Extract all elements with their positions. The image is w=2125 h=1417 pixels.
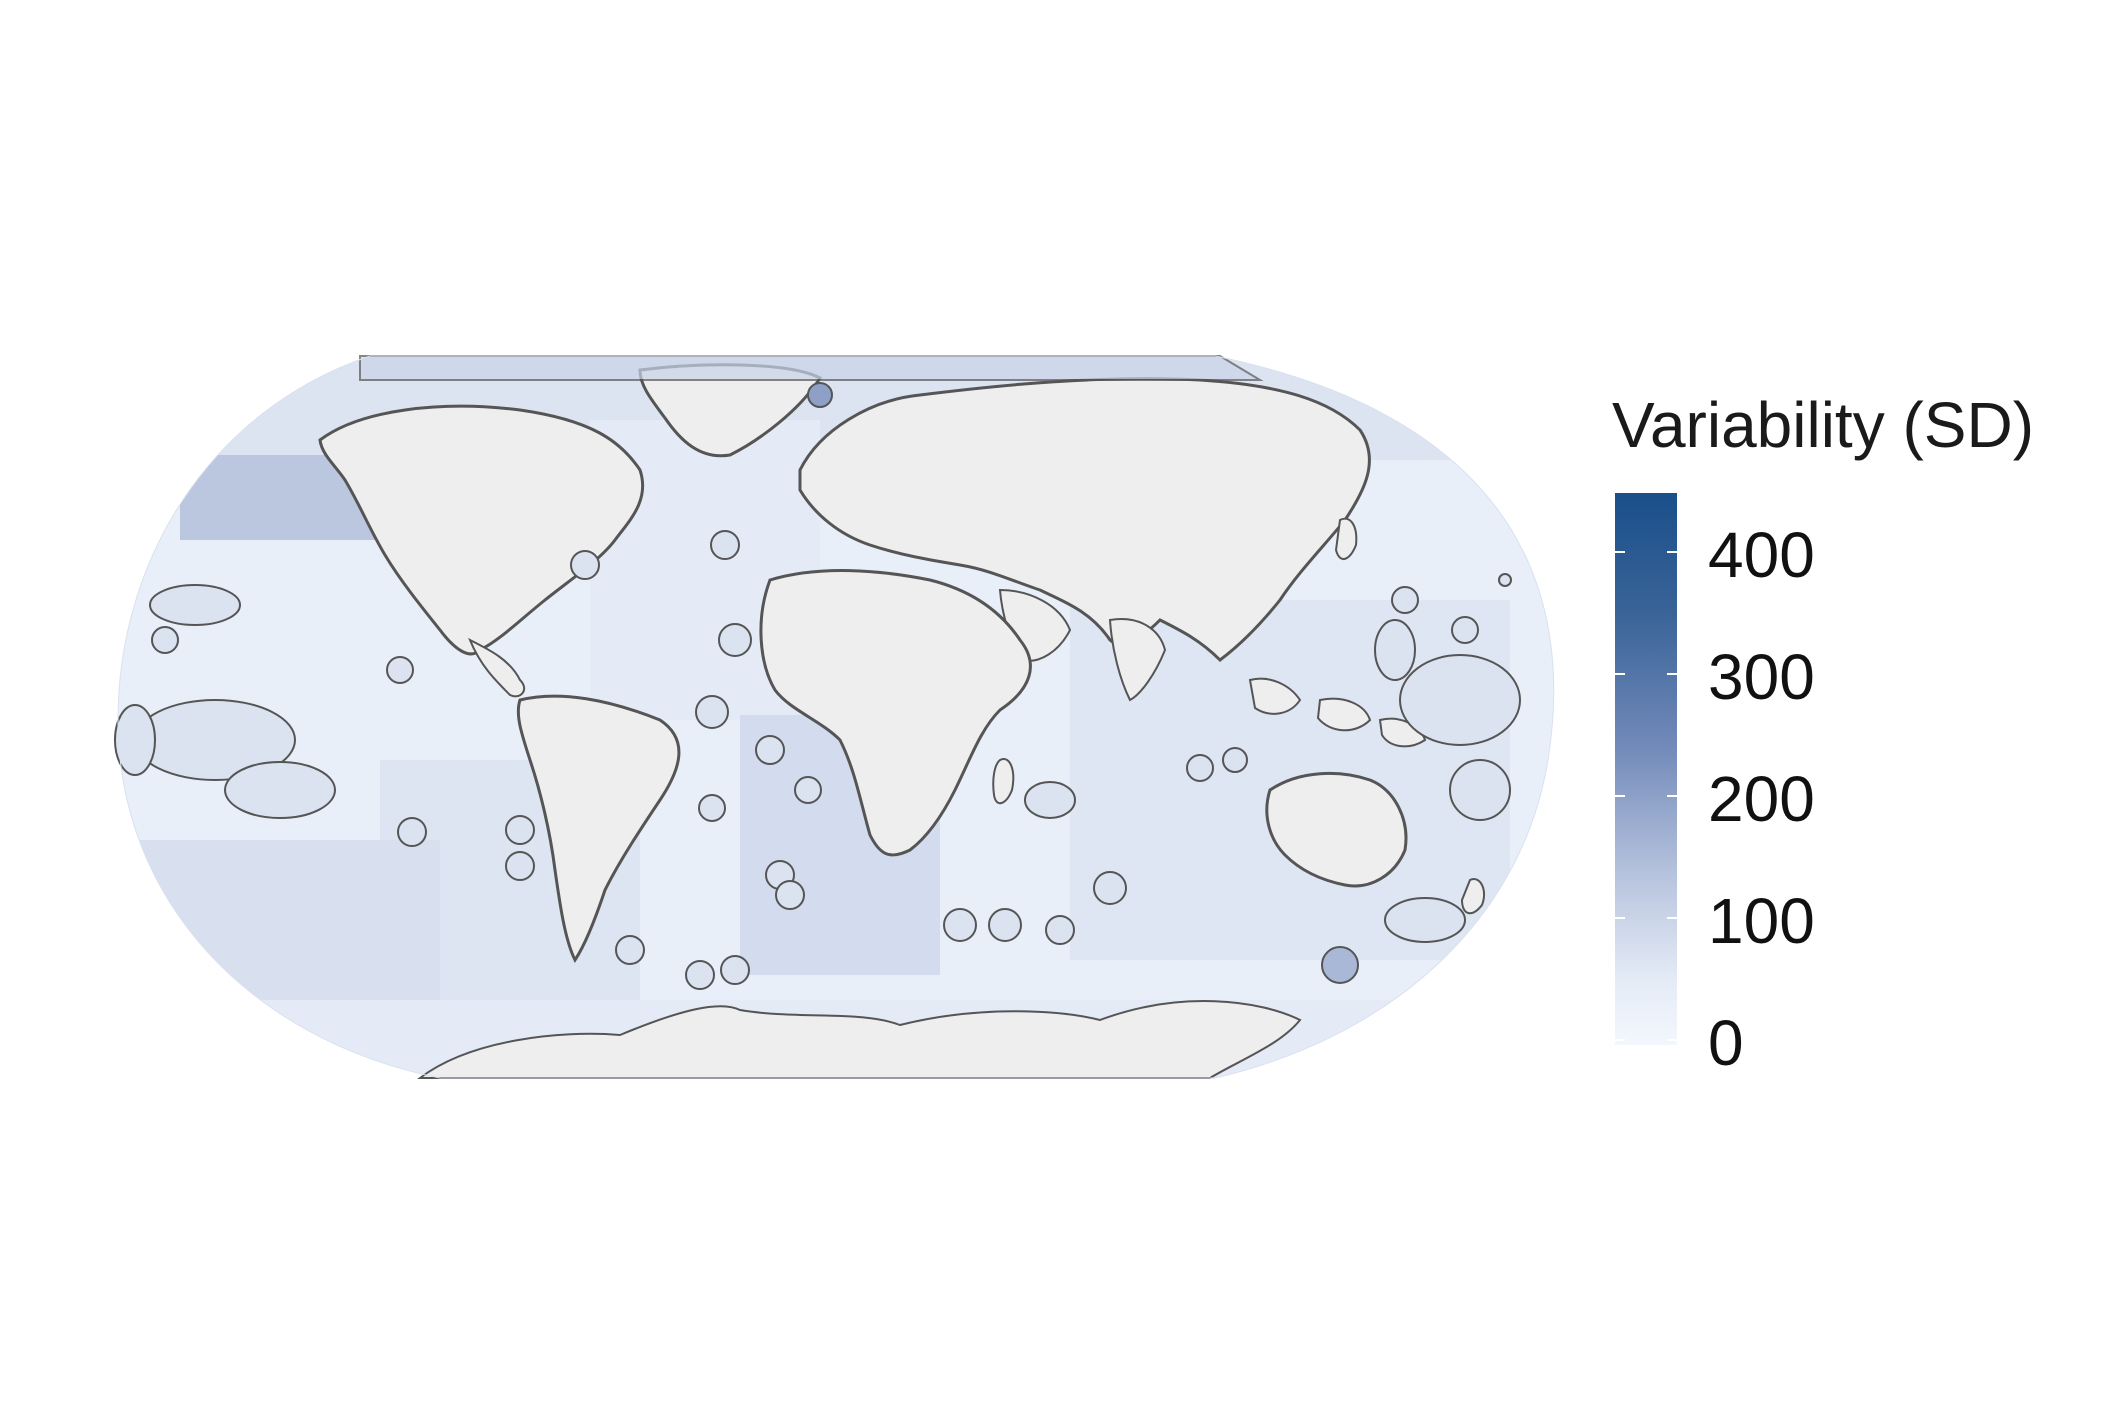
colorbar-label-300: 300 bbox=[1708, 641, 1815, 713]
madagascar bbox=[992, 758, 1015, 805]
north-america bbox=[318, 404, 645, 656]
new-zealand bbox=[1460, 878, 1486, 915]
africa bbox=[759, 569, 1032, 857]
maritime-southeast-asia bbox=[1248, 677, 1427, 748]
pacific-island-clusters bbox=[114, 584, 1521, 943]
antarctica bbox=[417, 1000, 1302, 1079]
central-america bbox=[468, 637, 526, 698]
australia bbox=[1265, 772, 1408, 888]
island-eez-rings bbox=[151, 382, 1512, 990]
india bbox=[1108, 618, 1167, 702]
japan bbox=[1334, 517, 1358, 560]
south-america bbox=[516, 694, 681, 963]
colorbar-label-100: 100 bbox=[1708, 885, 1815, 957]
projection-outline bbox=[117, 355, 1555, 1079]
arctic-eez bbox=[359, 355, 1264, 381]
colorbar bbox=[1615, 493, 1677, 1045]
colorbar-label-200: 200 bbox=[1708, 763, 1815, 835]
legend-title: Variability (SD) bbox=[1612, 389, 2034, 461]
colorbar-label-400: 400 bbox=[1708, 519, 1815, 591]
colorbar-label-0: 0 bbox=[1708, 1007, 1744, 1079]
